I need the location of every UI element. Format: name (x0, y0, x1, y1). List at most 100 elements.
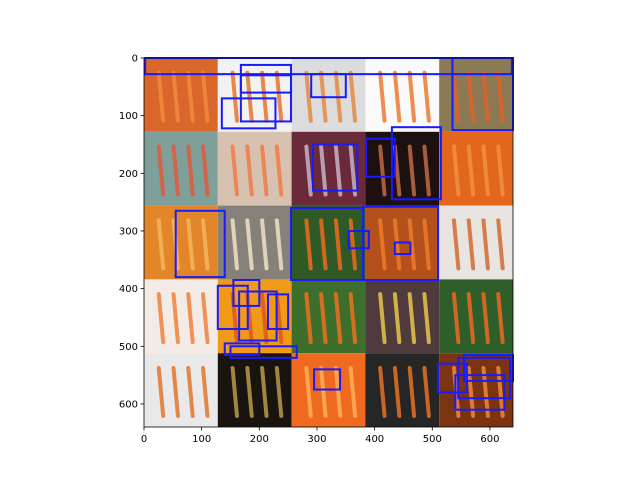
tile-texture-stroke (304, 70, 313, 123)
y-tick-label: 100 (119, 111, 138, 122)
tile-texture-stroke (466, 70, 476, 123)
detection-box (229, 345, 298, 359)
image-tile-carrot-crate (365, 205, 440, 280)
y-tick-label: 200 (119, 169, 138, 180)
tile-texture-stroke (466, 144, 476, 197)
tile-texture-stroke (407, 292, 417, 345)
image-tile-carrot-pile (439, 131, 513, 206)
image-tile-orange-objects (217, 279, 292, 354)
y-tick-label: 600 (119, 399, 138, 410)
tile-texture-stroke (274, 70, 284, 123)
image-tile-carrot-basket (439, 58, 513, 132)
image-tile-woman-holding-carrot (365, 131, 440, 206)
tile-texture-stroke (422, 365, 431, 418)
x-tick-label: 500 (423, 434, 442, 445)
tile-texture-stroke (171, 292, 180, 345)
tile-texture-stroke (333, 365, 343, 418)
tile-texture-stroke (348, 218, 358, 271)
x-axis: 0 100 200 300 400 500 600 (141, 427, 499, 445)
detection-box (437, 362, 468, 394)
detection-box (232, 278, 261, 307)
detection-box (347, 229, 370, 250)
image-tile-carrot-lunchbox (217, 131, 292, 206)
tile-texture-stroke (304, 144, 313, 197)
image-tile-carrot-slice (365, 58, 440, 132)
tile-texture-stroke (496, 292, 505, 345)
x-tick-label: 0 (141, 434, 147, 445)
tile-texture-stroke (407, 218, 417, 271)
image-tile-carrot-heart-dish (144, 131, 218, 206)
detection-box (174, 209, 226, 279)
tile-texture-stroke (171, 365, 180, 418)
tile-texture-stroke (392, 70, 402, 123)
image-tile-carrot-tops-close-up (144, 58, 218, 132)
tile-texture-stroke (260, 292, 269, 345)
x-tick-label: 400 (365, 434, 384, 445)
tile-texture-stroke (496, 70, 505, 123)
y-tick-label: 0 (132, 54, 138, 65)
tile-texture-stroke (451, 218, 461, 271)
tile-texture-stroke (274, 365, 284, 418)
tile-texture-stroke (274, 144, 284, 197)
x-tick-label: 200 (250, 434, 269, 445)
axes-frame (143, 57, 514, 428)
detection-box (313, 368, 342, 391)
tile-texture-stroke (451, 292, 461, 345)
tile-texture-stroke (422, 292, 431, 345)
tile-texture-stroke (156, 70, 166, 123)
tile-texture-stroke (245, 70, 254, 123)
tile-texture-stroke (392, 292, 402, 345)
image-tile-carrot-bunches (439, 279, 513, 354)
tile-texture-stroke (245, 218, 254, 271)
detection-box (364, 137, 396, 178)
image-tile-market-carrots (291, 205, 366, 280)
detection-box (454, 374, 506, 411)
tile-texture-stroke (201, 70, 210, 123)
image-tile-carrots-with-greens (291, 279, 366, 354)
tile-texture-stroke (304, 218, 313, 271)
tile-texture-stroke (230, 70, 239, 123)
tile-texture-stroke (171, 70, 180, 123)
tile-texture-stroke (378, 365, 387, 418)
detection-box (266, 293, 290, 330)
tile-texture-stroke (451, 70, 461, 123)
x-tick-label: 600 (480, 434, 499, 445)
detection-box (223, 342, 261, 356)
tile-texture-stroke (186, 144, 195, 197)
tile-texture-stroke (407, 70, 417, 123)
tile-texture-stroke (422, 218, 431, 271)
tile-texture-stroke (407, 144, 417, 197)
image-tile-carrot-flowers (144, 353, 218, 427)
image-tile-carrot-slices (291, 353, 366, 427)
tile-texture-stroke (481, 144, 490, 197)
detection-box (311, 143, 359, 192)
tile-texture-stroke (186, 70, 195, 123)
tile-texture-stroke (260, 144, 269, 197)
tile-texture-stroke (496, 218, 505, 271)
tile-texture-stroke (230, 365, 239, 418)
detection-box (362, 205, 440, 281)
tile-texture-stroke (348, 365, 358, 418)
image-tile-carrot-coins (144, 279, 218, 354)
tile-texture-stroke (230, 144, 239, 197)
tile-texture-stroke (407, 365, 417, 418)
tile-texture-stroke (481, 218, 490, 271)
tile-texture-stroke (466, 292, 476, 345)
tile-texture-stroke (333, 292, 343, 345)
tile-texture-stroke (201, 218, 210, 271)
tile-texture-stroke (422, 144, 431, 197)
image-tile-carrot-bowl (217, 58, 292, 132)
tile-texture-stroke (422, 70, 431, 123)
tile-texture-stroke (319, 292, 328, 345)
image-tile-carrot-macro (144, 205, 218, 280)
tile-texture-stroke (378, 70, 387, 123)
tile-texture-stroke (304, 365, 313, 418)
image-tile-dark-carrots (217, 353, 292, 427)
tile-texture-stroke (496, 144, 505, 197)
tile-texture-stroke (304, 292, 313, 345)
detection-box (457, 356, 512, 400)
tile-texture-stroke (156, 292, 166, 345)
detection-box (393, 241, 412, 256)
tile-texture-stroke (481, 292, 490, 345)
tile-texture-stroke (245, 365, 254, 418)
